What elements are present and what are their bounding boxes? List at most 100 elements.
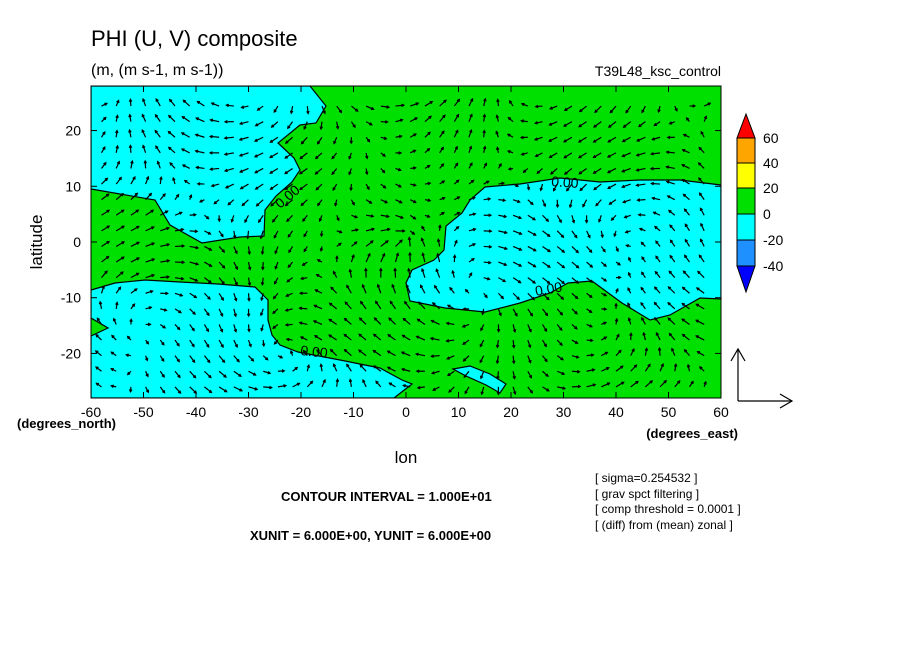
wind-vector-head (338, 109, 343, 114)
wind-vector-head (559, 342, 563, 347)
wind-vector (329, 302, 338, 310)
wind-vector (446, 322, 455, 326)
wind-vector (622, 152, 631, 157)
wind-vector (365, 240, 374, 247)
wind-vector (115, 256, 125, 263)
wind-vector (420, 285, 426, 294)
wind-vector-head (180, 148, 185, 152)
wind-vector (622, 136, 631, 143)
wind-vector-head (416, 385, 421, 390)
wind-vector-head (105, 255, 110, 260)
wind-vector-head (415, 369, 420, 373)
negative-region-northwest (91, 86, 327, 244)
wind-vector-head (115, 144, 119, 149)
wind-vector-head (322, 378, 326, 383)
wind-vector-head (181, 244, 186, 248)
wind-vector (586, 369, 595, 372)
wind-vector (644, 364, 651, 372)
wind-vector (233, 324, 237, 332)
wind-vector (247, 261, 251, 270)
wind-vector-head (576, 369, 581, 374)
wind-vector-head (506, 133, 511, 137)
wind-vector-head (402, 317, 407, 322)
wind-vector-head (385, 240, 389, 244)
wind-vector-head (388, 317, 392, 321)
wind-vector-head (358, 333, 362, 337)
wind-vector (380, 214, 389, 218)
wind-vector-head (498, 162, 502, 167)
wind-vector-head (354, 241, 358, 245)
wind-vector-head (697, 162, 702, 166)
wind-vector (684, 255, 690, 263)
wind-vector-head (495, 344, 500, 349)
wind-vector-head (593, 124, 597, 128)
wind-vector-head (116, 160, 121, 165)
wind-vector (622, 183, 631, 188)
wind-vector-head (368, 200, 373, 204)
wind-vector-head (469, 129, 473, 133)
wind-vector-head (349, 140, 354, 145)
wind-vector-head (238, 121, 243, 126)
wind-vector-head (379, 267, 383, 272)
wind-vector-head (430, 319, 435, 324)
wind-vector (284, 167, 293, 174)
wind-vector-head (651, 137, 655, 141)
wind-vector-head (247, 251, 251, 256)
wind-vector (285, 199, 293, 206)
wind-vector (431, 370, 440, 374)
wind-vector (695, 335, 705, 341)
wind-vector (203, 292, 211, 300)
wind-vector (141, 114, 147, 122)
wind-vector (189, 277, 198, 282)
wind-vector (527, 308, 533, 317)
wind-vector-head (671, 347, 675, 352)
wind-vector (240, 183, 249, 190)
wind-vector-head (273, 109, 277, 114)
wind-vector (463, 355, 470, 362)
wind-vector-head (547, 264, 551, 268)
wind-vector-head (386, 350, 391, 354)
wind-vector (391, 284, 397, 294)
wind-vector-head (620, 365, 624, 369)
wind-vector-head (588, 309, 593, 313)
wind-vector (160, 227, 169, 232)
wind-vector (270, 136, 279, 143)
wind-vector-head (399, 239, 403, 243)
wind-vector (285, 136, 293, 144)
wind-vector (431, 320, 440, 325)
wind-vector-head (247, 266, 252, 271)
wind-vector-head (395, 252, 400, 257)
wind-vector-head (502, 278, 507, 283)
wind-vector-head (641, 271, 645, 275)
wind-vector-head (428, 115, 432, 120)
wind-vector (578, 167, 587, 175)
wind-vector (668, 286, 676, 294)
wind-vector-head (627, 271, 632, 276)
wind-vector (439, 99, 447, 107)
colorbar-swatch (736, 162, 756, 189)
wind-vector (697, 351, 705, 357)
wind-vector-head (480, 375, 484, 380)
wind-vector-head (365, 155, 369, 160)
wind-vector-head (650, 181, 655, 186)
wind-vector (607, 167, 617, 174)
wind-vector-head (677, 380, 681, 384)
wind-vector-head (621, 381, 625, 385)
wind-vector-head (488, 213, 493, 218)
wind-vector (255, 183, 264, 190)
wind-vector-head (635, 153, 640, 157)
wind-vector-head (95, 366, 99, 370)
wind-vector (189, 355, 196, 363)
wind-vector-head (247, 282, 252, 287)
wind-vector (155, 114, 161, 123)
wind-vector-head (536, 170, 540, 175)
colorbar-label: -40 (763, 258, 783, 274)
wind-vector (556, 308, 563, 316)
wind-vector (130, 257, 140, 263)
wind-vector-head (589, 294, 593, 299)
wind-vector (406, 284, 411, 294)
wind-vector (196, 117, 205, 123)
wind-vector (233, 355, 240, 363)
wind-vector-head (400, 367, 405, 372)
wind-vector (401, 351, 411, 357)
